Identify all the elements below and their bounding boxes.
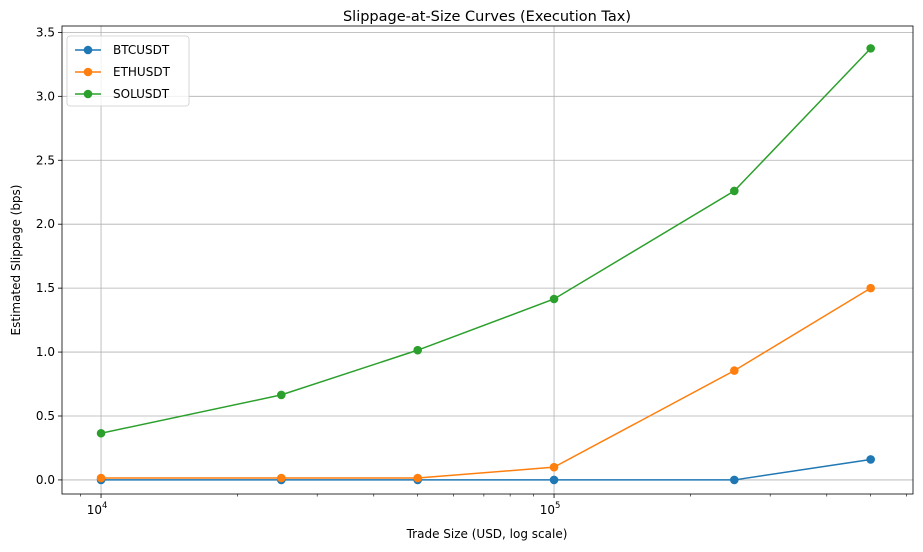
data-point bbox=[96, 428, 106, 438]
data-point bbox=[866, 283, 875, 293]
y-tick-label: 2.5 bbox=[36, 153, 55, 167]
series-line bbox=[100, 47, 872, 434]
data-point bbox=[549, 475, 559, 485]
chart-title: Slippage-at-Size Curves (Execution Tax) bbox=[343, 9, 631, 25]
x-tick-exponent: 4 bbox=[102, 501, 107, 511]
y-tick-label: 1.0 bbox=[36, 345, 55, 359]
data-point bbox=[549, 294, 559, 304]
y-tick-label: 2.0 bbox=[36, 217, 55, 231]
x-tick-label: 104 bbox=[87, 501, 108, 517]
plot-frame bbox=[61, 25, 914, 495]
y-tick-label: 1.5 bbox=[36, 281, 55, 295]
data-point bbox=[730, 475, 739, 485]
series-line bbox=[101, 458, 871, 481]
data-point bbox=[96, 473, 106, 483]
series-ethusdt bbox=[96, 283, 875, 483]
minor-ticks bbox=[80, 494, 907, 497]
series-line bbox=[101, 287, 872, 479]
x-tick-label: 105 bbox=[540, 501, 561, 517]
y-axis-label: Estimated Slippage (bps) bbox=[9, 185, 23, 336]
data-point bbox=[866, 455, 875, 464]
series-solusdt bbox=[96, 44, 875, 438]
y-tick-label: 0.0 bbox=[36, 473, 55, 487]
y-tick-label: 3.0 bbox=[36, 89, 55, 103]
x-axis-label: Trade Size (USD, log scale) bbox=[406, 527, 568, 541]
x-tick-base: 10 bbox=[540, 503, 555, 517]
data-point bbox=[277, 473, 286, 483]
legend-marker bbox=[83, 67, 93, 77]
y-tick-label: 3.5 bbox=[36, 25, 55, 39]
legend-marker bbox=[83, 89, 93, 99]
x-tick-exponent: 5 bbox=[555, 501, 560, 511]
data-point bbox=[413, 345, 422, 355]
legend-item: SOLUSDT bbox=[75, 87, 170, 101]
legend-label: BTCUSDT bbox=[113, 43, 170, 57]
data-point bbox=[549, 462, 559, 472]
legend: BTCUSDT ETHUSDT SOLUSDT bbox=[66, 35, 190, 107]
legend-item: BTCUSDT bbox=[75, 43, 170, 57]
y-tick-label: 0.5 bbox=[36, 409, 55, 423]
data-point bbox=[730, 186, 739, 196]
legend-box bbox=[66, 35, 190, 107]
data-point bbox=[730, 366, 739, 375]
data-point bbox=[866, 44, 875, 53]
data-point bbox=[277, 390, 286, 400]
x-tick-base: 10 bbox=[87, 503, 102, 517]
legend-label: ETHUSDT bbox=[113, 65, 171, 79]
series-lines bbox=[96, 44, 875, 485]
legend-item: ETHUSDT bbox=[75, 65, 171, 79]
legend-marker bbox=[83, 45, 93, 55]
data-point bbox=[413, 473, 422, 483]
legend-label: SOLUSDT bbox=[113, 87, 170, 101]
